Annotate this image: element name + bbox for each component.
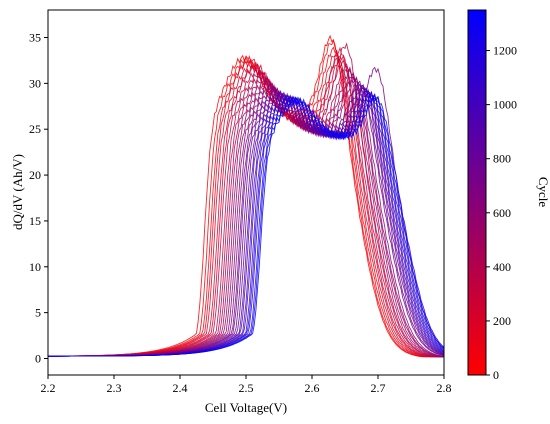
dqdv-curve: [48, 95, 444, 357]
curve-group: [48, 34, 444, 358]
y-tick-label: 5: [35, 306, 41, 320]
colorbar-tick-label: 0: [493, 368, 499, 382]
x-tick-label: 2.2: [41, 381, 56, 395]
x-tick-label: 2.6: [305, 381, 320, 395]
x-axis: 2.2 2.3 2.4 2.5 2.6 2.7 2.8: [41, 375, 452, 395]
colorbar-tick-label: 1200: [493, 44, 517, 58]
y-tick-label: 25: [29, 122, 41, 136]
colorbar: [467, 9, 487, 376]
x-tick-label: 2.5: [239, 381, 254, 395]
colorbar-tick-label: 600: [493, 206, 511, 220]
y-tick-label: 0: [35, 351, 41, 365]
colorbar-label: Cycle: [536, 177, 550, 208]
y-tick-label: 10: [29, 260, 41, 274]
y-tick-label: 20: [29, 168, 41, 182]
x-tick-label: 2.4: [173, 381, 188, 395]
colorbar-ticks: 0 200 400 600 800 1000 1200: [486, 44, 517, 382]
x-tick-label: 2.8: [437, 381, 452, 395]
y-tick-label: 30: [29, 76, 41, 90]
colorbar-tick-label: 800: [493, 152, 511, 166]
x-tick-label: 2.3: [107, 381, 122, 395]
colorbar-tick-label: 400: [493, 260, 511, 274]
y-tick-label: 35: [29, 31, 41, 45]
colorbar-tick-label: 1000: [493, 98, 517, 112]
x-axis-label: Cell Voltage(V): [205, 400, 287, 415]
y-tick-label: 15: [29, 214, 41, 228]
colorbar-tick-label: 200: [493, 314, 511, 328]
x-tick-label: 2.7: [371, 381, 386, 395]
y-axis-label: dQ/dV (Ah/V): [10, 154, 25, 230]
y-axis: 0 5 10 15 20 25 30 35: [29, 31, 48, 365]
